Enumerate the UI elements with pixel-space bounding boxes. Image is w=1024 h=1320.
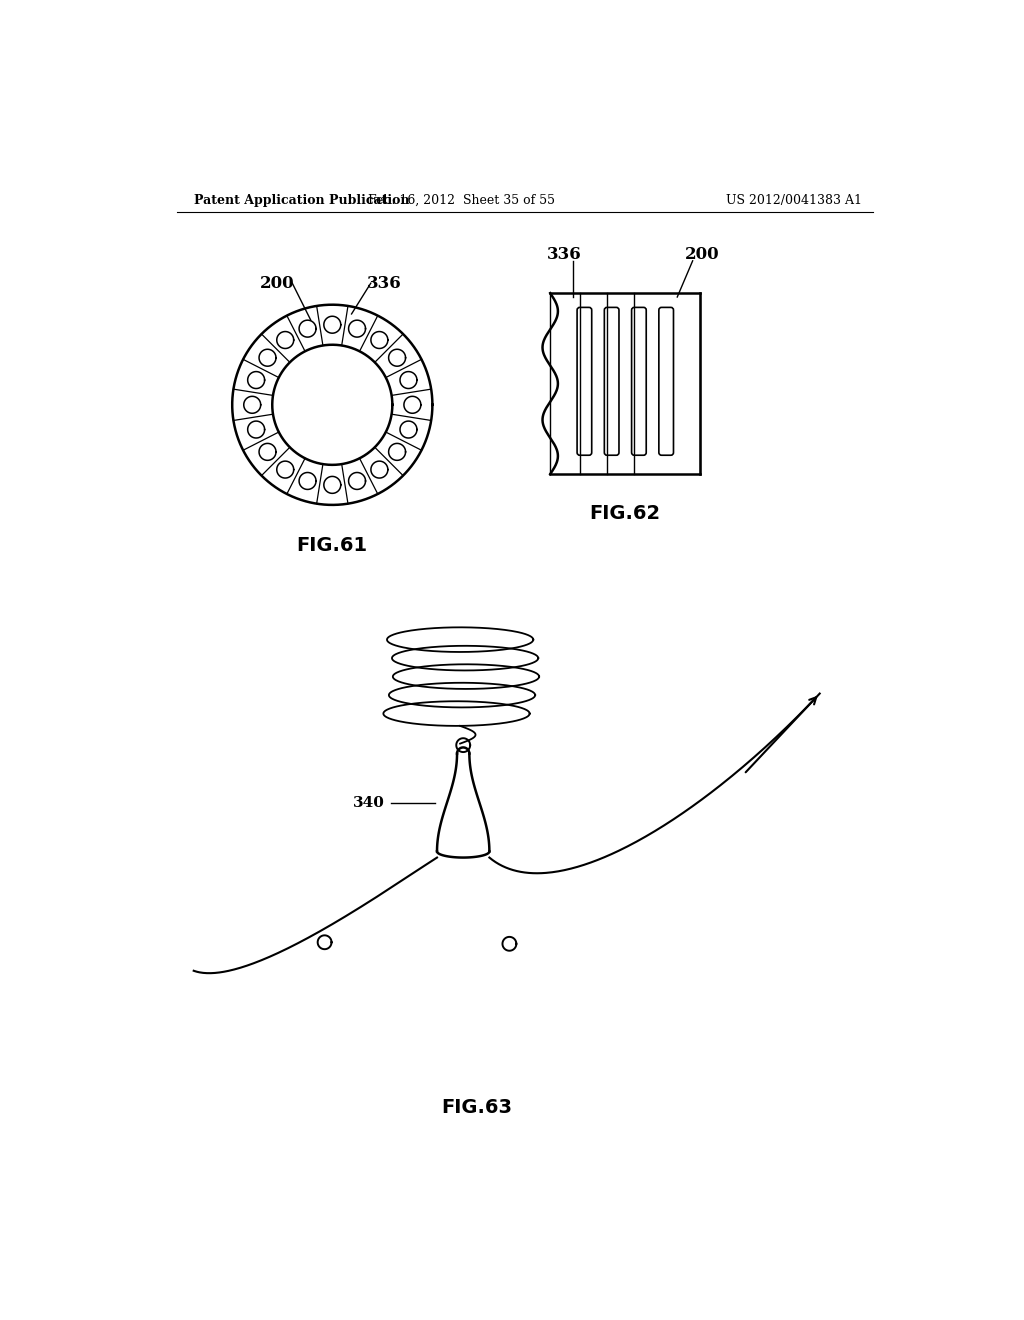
Text: FIG.61: FIG.61	[297, 536, 368, 556]
Text: US 2012/0041383 A1: US 2012/0041383 A1	[726, 194, 862, 207]
Text: Patent Application Publication: Patent Application Publication	[194, 194, 410, 207]
Text: 200: 200	[259, 275, 294, 292]
Text: 336: 336	[368, 275, 402, 292]
FancyBboxPatch shape	[578, 308, 592, 455]
FancyBboxPatch shape	[604, 308, 618, 455]
Text: 340: 340	[353, 796, 385, 809]
Text: FIG.63: FIG.63	[441, 1098, 513, 1117]
Text: Feb. 16, 2012  Sheet 35 of 55: Feb. 16, 2012 Sheet 35 of 55	[369, 194, 555, 207]
FancyBboxPatch shape	[658, 308, 674, 455]
Text: 200: 200	[685, 246, 719, 263]
Text: FIG.62: FIG.62	[590, 504, 660, 523]
Text: 336: 336	[547, 246, 582, 263]
FancyBboxPatch shape	[632, 308, 646, 455]
